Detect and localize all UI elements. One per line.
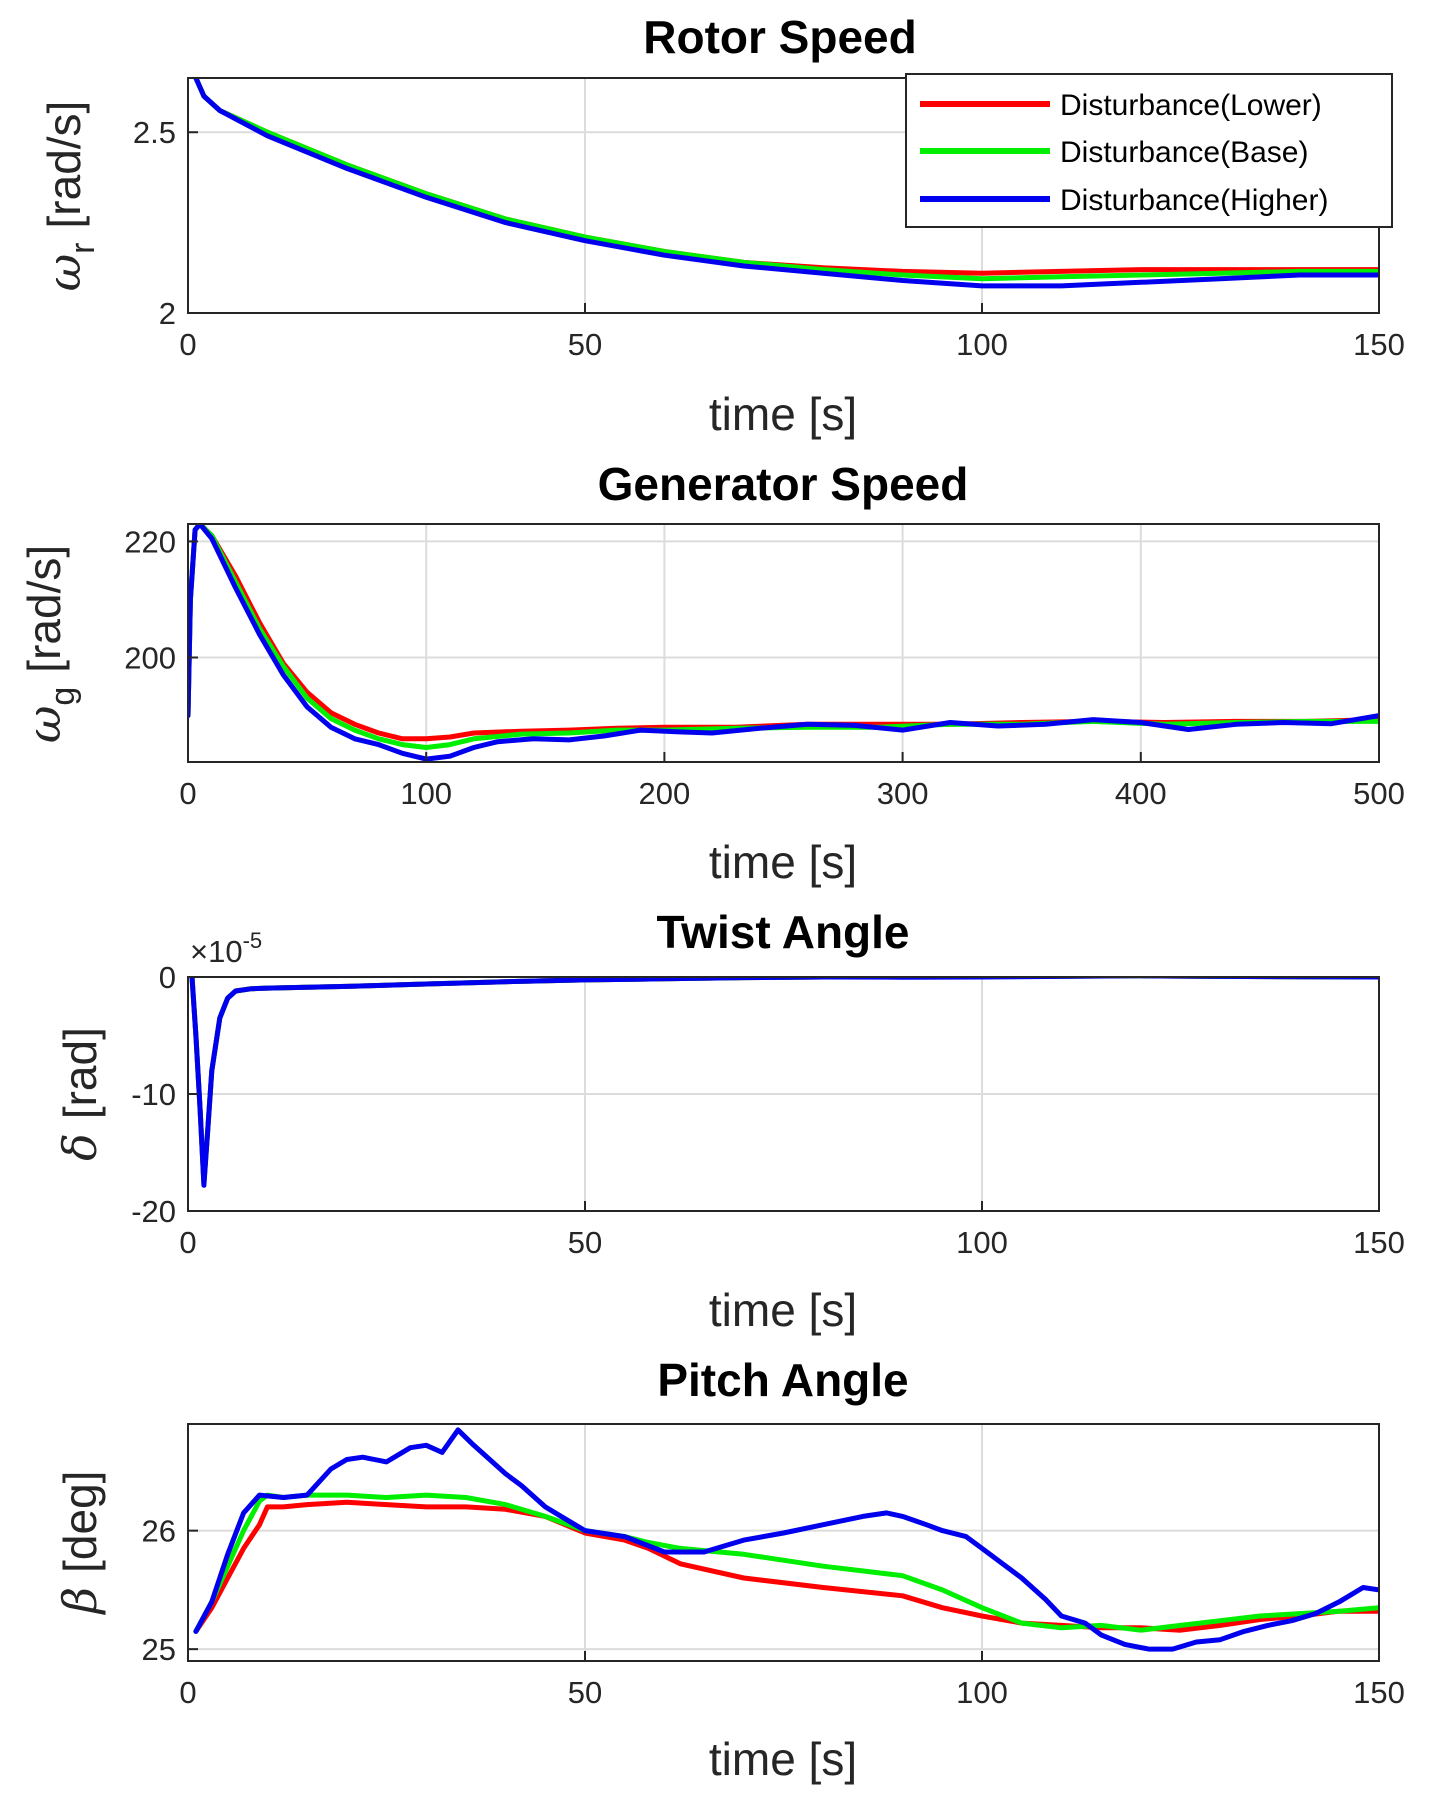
twist-angle-ytick-label: -10 <box>131 1077 176 1112</box>
rotor-speed-series-higher <box>193 78 1379 289</box>
generator-speed-xtick-label: 0 <box>179 776 196 811</box>
rotor-speed-xtick-label: 50 <box>568 327 602 362</box>
pitch-angle-ytick-label: 26 <box>142 1514 176 1549</box>
pitch-angle-xtick-label: 100 <box>956 1675 1008 1710</box>
twist-angle-ylabel-symbol: δ <box>53 1133 107 1161</box>
twist-angle-exponent: ×10-5 <box>190 928 262 969</box>
rotor-speed-ylabel-subscript: r <box>64 242 102 253</box>
pitch-angle-ytick-label: 25 <box>142 1632 176 1667</box>
generator-speed-xtick-label: 500 <box>1353 776 1405 811</box>
pitch-angle-xtick-label: 0 <box>179 1675 196 1710</box>
generator-speed-axes-box <box>187 523 1380 763</box>
rotor-speed-xtick-label: 100 <box>956 327 1008 362</box>
rotor-speed-title: Rotor Speed <box>643 11 916 63</box>
rotor-speed-ticks: 0 50 100 150 2 2.5 <box>133 115 1405 362</box>
generator-speed-ylabel-symbol: ω <box>17 706 71 744</box>
twist-angle-xtick-label: 0 <box>179 1225 196 1260</box>
pitch-angle-ylabel-unit: [deg] <box>54 1471 106 1573</box>
generator-speed-ticks: 0 100 200 300 400 500 200 220 <box>124 524 1405 811</box>
pitch-angle-ylabel-symbol: β <box>53 1587 107 1616</box>
pitch-angle-panel: Pitch Angle 0 50 100 150 25 26 time [s] β [deg… <box>53 1354 1405 1785</box>
rotor-speed-ytick-label: 2.5 <box>133 115 176 150</box>
generator-speed-xtick-label: 100 <box>400 776 452 811</box>
pitch-angle-xtick-label: 150 <box>1353 1675 1405 1710</box>
twist-angle-ticks: 0 50 100 150 -20 -10 0 <box>131 960 1405 1260</box>
rotor-speed-ytick-label: 2 <box>159 296 176 331</box>
pitch-angle-axes-box <box>187 1423 1380 1662</box>
generator-speed-ylabel-unit: [rad/s] <box>18 545 70 673</box>
generator-speed-ytick-label: 220 <box>124 524 176 559</box>
twist-angle-xtick-label: 100 <box>956 1225 1008 1260</box>
generator-speed-xtick-label: 400 <box>1115 776 1167 811</box>
legend-label-base: Disturbance(Base) <box>1060 136 1308 169</box>
legend-label-lower: Disturbance(Lower) <box>1060 89 1322 122</box>
twist-angle-panel: Twist Angle 0 50 100 150 -20 -10 0 ×10-5 time … <box>53 906 1405 1336</box>
generator-speed-title: Generator Speed <box>598 458 969 510</box>
generator-speed-xtick-label: 300 <box>877 776 929 811</box>
generator-speed-ylabel: ωg [rad/s] <box>17 545 82 743</box>
twist-angle-title: Twist Angle <box>657 906 910 958</box>
twist-angle-exponent-power: -5 <box>243 928 263 953</box>
pitch-angle-series-higher <box>193 1427 1379 1652</box>
rotor-speed-panel: Rotor Speed 0 50 100 150 2 2.5 time [s] ωr [ra… <box>37 11 1405 440</box>
generator-speed-xtick-label: 200 <box>639 776 691 811</box>
twist-angle-ytick-label: -20 <box>131 1194 176 1229</box>
generator-speed-series-higher <box>188 524 1379 762</box>
rotor-speed-xtick-label: 0 <box>179 327 196 362</box>
generator-speed-series <box>188 524 1379 762</box>
generator-speed-panel: Generator Speed 0 100 200 300 400 500 200 220 t… <box>17 458 1405 888</box>
legend-label-higher: Disturbance(Higher) <box>1060 184 1328 217</box>
pitch-angle-xtick-label: 50 <box>568 1675 602 1710</box>
twist-angle-ytick-label: 0 <box>159 960 176 995</box>
pitch-angle-ticks: 0 50 100 150 25 26 <box>142 1514 1405 1710</box>
twist-angle-series <box>189 977 1379 1188</box>
legend: Disturbance(Lower) Disturbance(Base) Dis… <box>905 73 1393 228</box>
rotor-speed-xtick-label: 150 <box>1353 327 1405 362</box>
twist-angle-ylabel: δ [rad] <box>53 1027 107 1161</box>
rotor-speed-series <box>193 78 1379 289</box>
rotor-speed-xlabel: time [s] <box>709 388 857 440</box>
twist-angle-series-higher <box>189 977 1379 1188</box>
rotor-speed-ylabel-symbol: ω <box>37 254 91 292</box>
pitch-angle-xlabel: time [s] <box>709 1733 857 1785</box>
generator-speed-ytick-label: 200 <box>124 641 176 676</box>
twist-angle-xlabel: time [s] <box>709 1284 857 1336</box>
pitch-angle-title: Pitch Angle <box>657 1354 908 1406</box>
twist-angle-xtick-label: 50 <box>568 1225 602 1260</box>
generator-speed-ylabel-subscript: g <box>44 687 82 706</box>
twist-angle-xtick-label: 150 <box>1353 1225 1405 1260</box>
rotor-speed-ylabel-unit: [rad/s] <box>38 101 90 229</box>
rotor-speed-series-base <box>193 78 1379 282</box>
pitch-angle-ylabel: β [deg] <box>53 1471 107 1616</box>
twist-angle-ylabel-unit: [rad] <box>54 1027 106 1119</box>
generator-speed-xlabel: time [s] <box>709 836 857 888</box>
rotor-speed-ylabel: ωr [rad/s] <box>37 101 102 292</box>
twist-angle-exponent-base: ×10 <box>190 934 243 969</box>
pitch-angle-series <box>193 1427 1379 1652</box>
